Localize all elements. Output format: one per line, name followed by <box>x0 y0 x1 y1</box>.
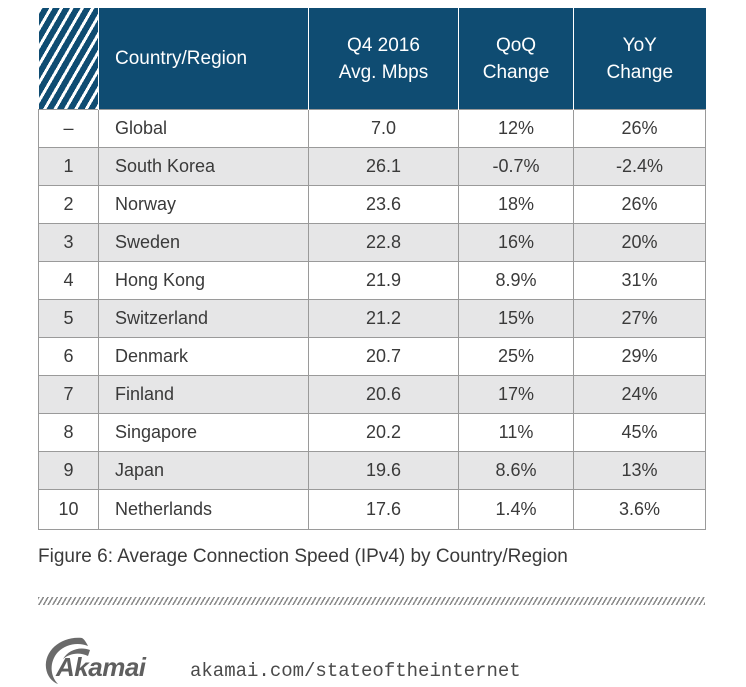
akamai-wordmark: Akamai <box>56 652 146 682</box>
country-cell: Switzerland <box>98 299 309 338</box>
speed-cell: 19.6 <box>308 451 459 490</box>
yoy-cell: 26% <box>573 109 706 148</box>
qoq-cell: 11% <box>458 413 574 452</box>
rank-cell: 7 <box>38 375 99 414</box>
rank-cell: – <box>38 109 99 148</box>
qoq-cell: 18% <box>458 185 574 224</box>
rank-cell: 10 <box>38 489 99 530</box>
country-cell: South Korea <box>98 147 309 186</box>
table-row: 6 Denmark 20.7 25% 29% <box>38 337 706 376</box>
hatched-divider <box>38 597 705 605</box>
qoq-cell: 16% <box>458 223 574 262</box>
rank-header <box>38 8 99 110</box>
country-cell: Sweden <box>98 223 309 262</box>
figure-caption: Figure 6: Average Connection Speed (IPv4… <box>38 546 568 567</box>
qoq-header: QoQ Change <box>458 8 574 110</box>
rank-cell: 3 <box>38 223 99 262</box>
connection-speed-table: Country/Region Q4 2016 Avg. Mbps QoQ Chang… <box>38 8 706 530</box>
table-row: 2 Norway 23.6 18% 26% <box>38 185 706 224</box>
qoq-cell: 12% <box>458 109 574 148</box>
yoy-cell: 31% <box>573 261 706 300</box>
yoy-cell: 29% <box>573 337 706 376</box>
country-cell: Denmark <box>98 337 309 376</box>
yoy-cell: -2.4% <box>573 147 706 186</box>
speed-cell: 20.6 <box>308 375 459 414</box>
table-row: 1 South Korea 26.1 -0.7% -2.4% <box>38 147 706 186</box>
rank-cell: 8 <box>38 413 99 452</box>
yoy-cell: 24% <box>573 375 706 414</box>
country-cell: Global <box>98 109 309 148</box>
rank-cell: 4 <box>38 261 99 300</box>
country-cell: Finland <box>98 375 309 414</box>
qoq-cell: 8.9% <box>458 261 574 300</box>
speed-cell: 22.8 <box>308 223 459 262</box>
speed-cell: 20.2 <box>308 413 459 452</box>
qoq-cell: 25% <box>458 337 574 376</box>
yoy-cell: 27% <box>573 299 706 338</box>
speed-cell: 26.1 <box>308 147 459 186</box>
table-row: 5 Switzerland 21.2 15% 27% <box>38 299 706 338</box>
country-cell: Hong Kong <box>98 261 309 300</box>
speed-cell: 21.9 <box>308 261 459 300</box>
qoq-cell: 1.4% <box>458 489 574 530</box>
table-row: 7 Finland 20.6 17% 24% <box>38 375 706 414</box>
qoq-cell: 15% <box>458 299 574 338</box>
rank-cell: 6 <box>38 337 99 376</box>
qoq-cell: 17% <box>458 375 574 414</box>
rank-cell: 1 <box>38 147 99 186</box>
speed-cell: 20.7 <box>308 337 459 376</box>
country-cell: Netherlands <box>98 489 309 530</box>
yoy-cell: 3.6% <box>573 489 706 530</box>
yoy-cell: 13% <box>573 451 706 490</box>
yoy-header: YoY Change <box>573 8 706 110</box>
table-row: – Global 7.0 12% 26% <box>38 109 706 148</box>
rank-cell: 5 <box>38 299 99 338</box>
rank-cell: 9 <box>38 451 99 490</box>
table-row: 9 Japan 19.6 8.6% 13% <box>38 451 706 490</box>
table-row: 8 Singapore 20.2 11% 45% <box>38 413 706 452</box>
data-table-container: Country/Region Q4 2016 Avg. Mbps QoQ Chang… <box>38 8 706 530</box>
yoy-cell: 26% <box>573 185 706 224</box>
table-row: 4 Hong Kong 21.9 8.9% 31% <box>38 261 706 300</box>
table-row: 10 Netherlands 17.6 1.4% 3.6% <box>38 489 706 530</box>
akamai-swoosh-icon <box>45 637 90 684</box>
speed-cell: 17.6 <box>308 489 459 530</box>
qoq-cell: 8.6% <box>458 451 574 490</box>
footer-url-link[interactable]: akamai.com/stateoftheinternet <box>190 660 521 682</box>
country-header: Country/Region <box>98 8 309 110</box>
yoy-cell: 45% <box>573 413 706 452</box>
country-cell: Japan <box>98 451 309 490</box>
yoy-cell: 20% <box>573 223 706 262</box>
speed-header: Q4 2016 Avg. Mbps <box>308 8 459 110</box>
country-cell: Norway <box>98 185 309 224</box>
table-header-row: Country/Region Q4 2016 Avg. Mbps QoQ Chang… <box>38 8 706 110</box>
speed-cell: 21.2 <box>308 299 459 338</box>
rank-cell: 2 <box>38 185 99 224</box>
qoq-cell: -0.7% <box>458 147 574 186</box>
speed-cell: 7.0 <box>308 109 459 148</box>
table-row: 3 Sweden 22.8 16% 20% <box>38 223 706 262</box>
country-cell: Singapore <box>98 413 309 452</box>
speed-cell: 23.6 <box>308 185 459 224</box>
akamai-logo: Akamai <box>38 634 178 684</box>
